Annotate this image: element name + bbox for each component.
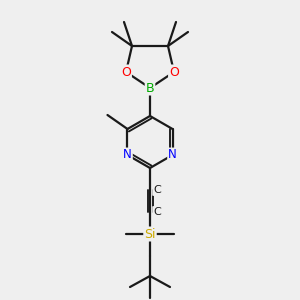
Text: O: O — [169, 65, 179, 79]
Text: C: C — [153, 185, 161, 195]
Text: O: O — [121, 65, 131, 79]
Text: N: N — [168, 148, 177, 161]
Text: B: B — [146, 82, 154, 94]
Text: C: C — [153, 207, 161, 217]
Text: N: N — [123, 148, 132, 161]
Text: Si: Si — [144, 227, 156, 241]
